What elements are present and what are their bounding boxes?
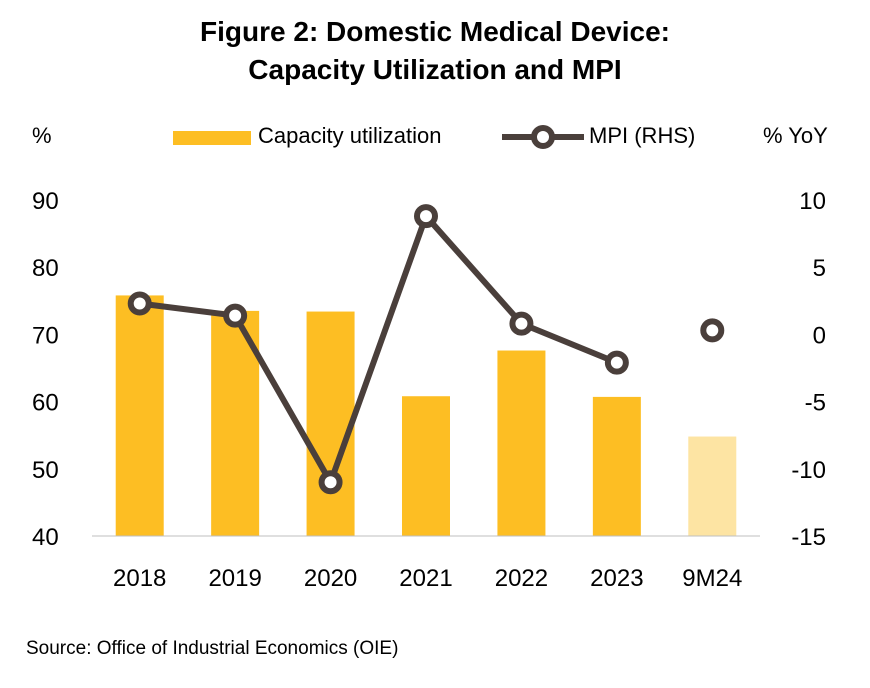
chart-title-line2: Capacity Utilization and MPI — [248, 54, 622, 85]
bar-2023 — [592, 396, 641, 536]
legend-swatch-bar — [173, 131, 251, 145]
mpi-point-2018 — [127, 291, 152, 316]
mpi-line — [139, 213, 618, 486]
legend-label-mpi: MPI (RHS) — [589, 123, 696, 148]
mpi-point-2019 — [223, 303, 248, 328]
chart-title-line1: Figure 2: Domestic Medical Device: — [200, 16, 670, 47]
x-tick-label: 2022 — [495, 565, 548, 592]
left-tick-label: 40 — [32, 524, 59, 551]
left-axis-unit: % — [32, 123, 52, 148]
x-tick-label: 2020 — [304, 565, 357, 592]
right-axis-unit: % YoY — [763, 123, 828, 148]
right-tick-label: -10 — [791, 457, 826, 484]
mpi-point-2020 — [318, 470, 343, 495]
left-tick-label: 80 — [32, 255, 59, 282]
right-tick-label: 0 — [813, 322, 826, 349]
left-tick-label: 70 — [32, 322, 59, 349]
bar-2022 — [497, 350, 546, 536]
bar-2020 — [306, 311, 355, 536]
x-tick-label: 2019 — [208, 565, 261, 592]
bar-2018 — [115, 295, 164, 536]
right-tick-label: 10 — [799, 188, 826, 215]
mpi-point-2021 — [414, 204, 438, 229]
mpi-point-2023 — [604, 350, 629, 375]
x-tick-label: 9M24 — [682, 565, 742, 592]
left-tick-label: 90 — [32, 188, 59, 215]
right-tick-label: -15 — [791, 524, 826, 551]
x-tick-label: 2021 — [399, 565, 452, 592]
source-note: Source: Office of Industrial Economics (… — [26, 638, 399, 659]
left-tick-label: 60 — [32, 390, 59, 417]
mpi-point-9M24 — [700, 318, 725, 343]
bar-2021 — [402, 396, 450, 536]
left-tick-label: 50 — [32, 457, 59, 484]
mpi-point-2022 — [509, 311, 534, 336]
right-tick-label: 5 — [813, 255, 826, 282]
legend-swatch-line — [502, 125, 584, 149]
x-tick-label: 2018 — [113, 565, 166, 592]
right-tick-label: -5 — [805, 390, 826, 417]
bar-9M24 — [688, 436, 737, 536]
legend-label-capacity: Capacity utilization — [258, 123, 442, 148]
x-tick-label: 2023 — [590, 565, 643, 592]
